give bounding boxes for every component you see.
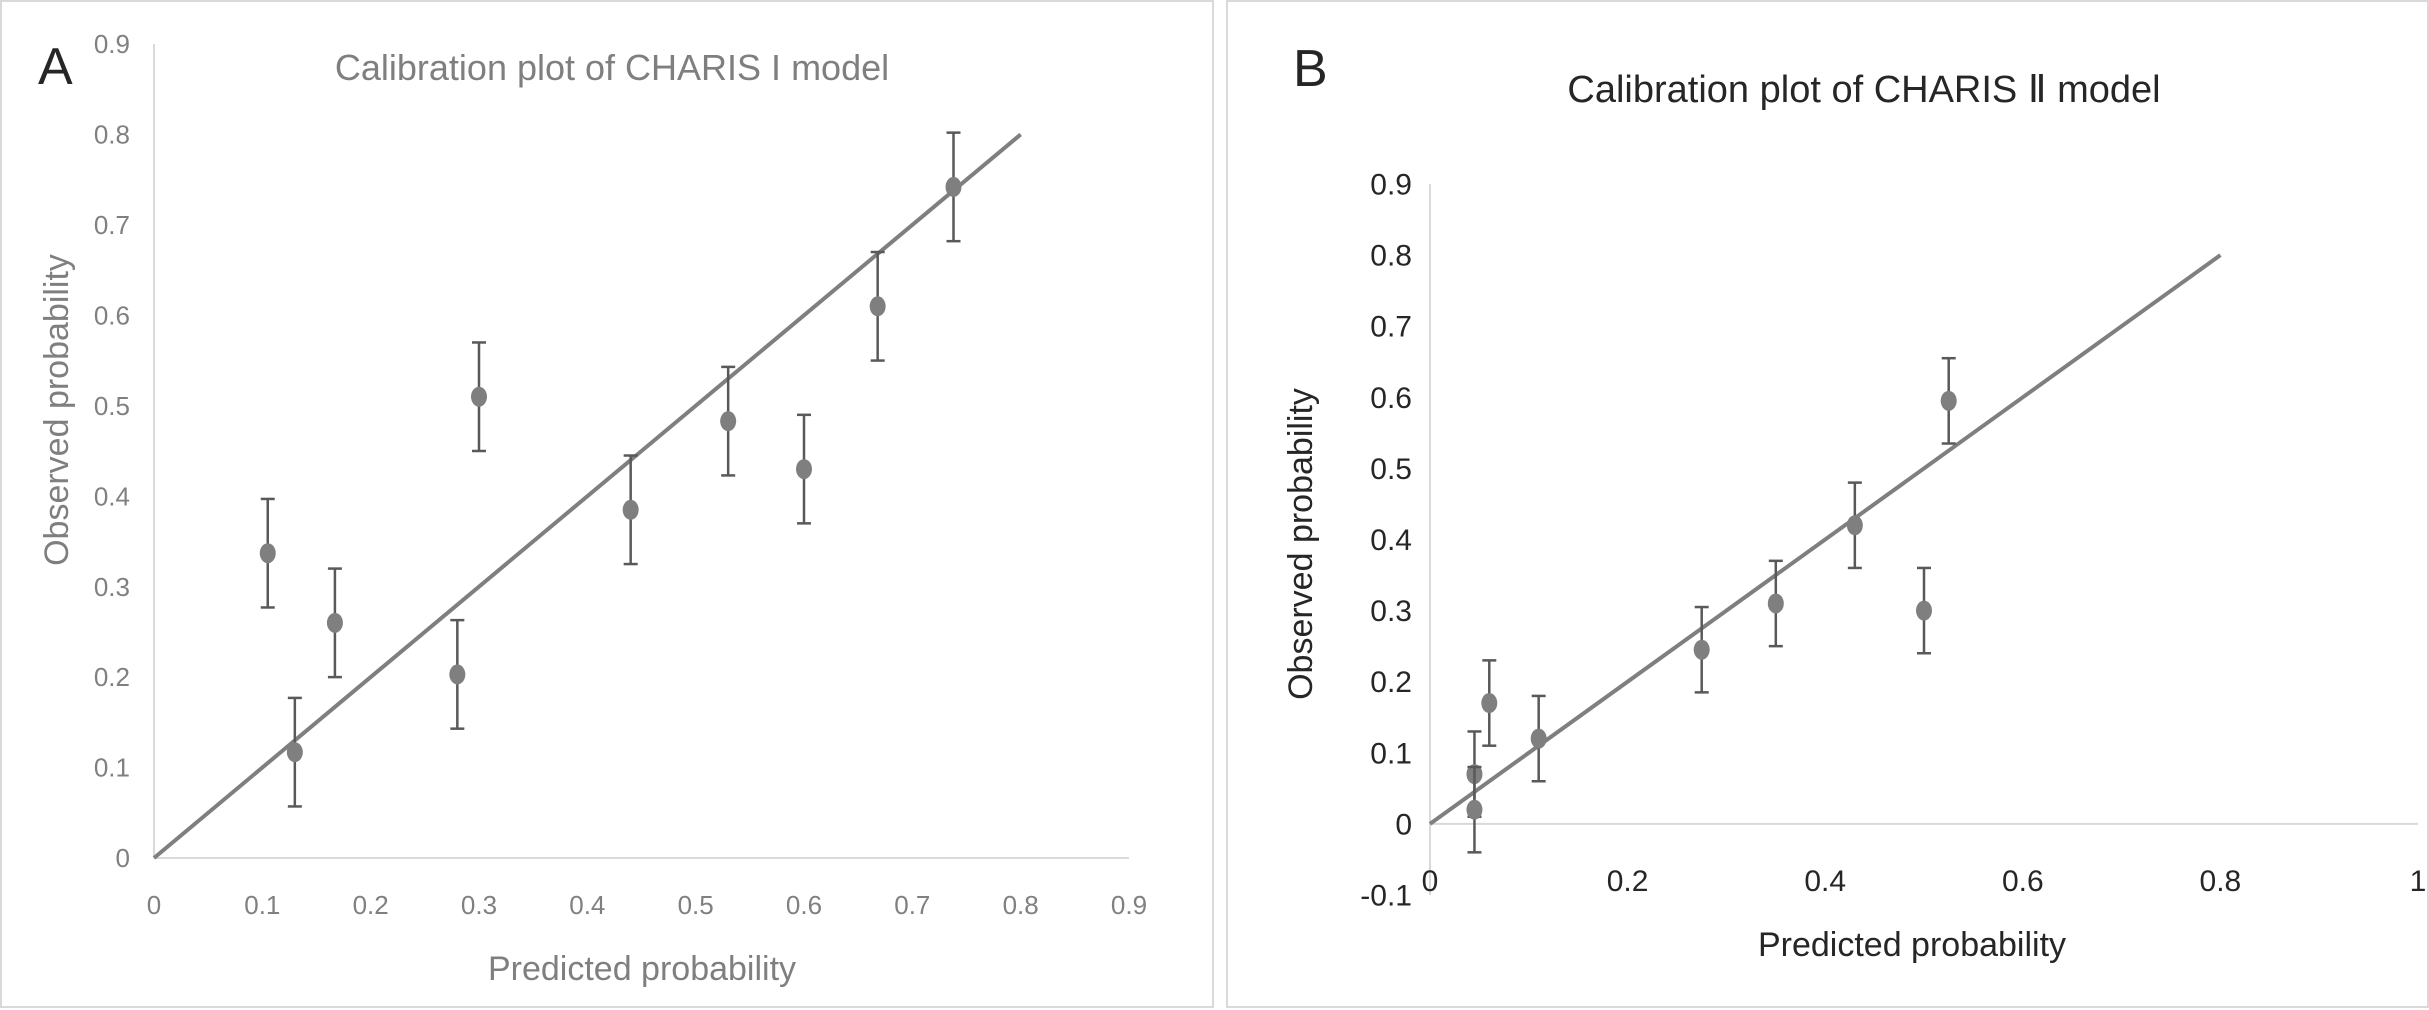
x-tick-label: 0.6 (2002, 865, 2044, 898)
data-point (449, 664, 466, 685)
y-tick-label: 0.1 (94, 753, 130, 783)
chart-title: Calibration plot of CHARIS Ⅱ model (1567, 69, 2160, 111)
data-point (286, 742, 303, 763)
x-tick-label: 0.9 (1111, 890, 1147, 920)
data-point (1940, 390, 1957, 411)
x-axis-label: Predicted probability (1758, 926, 2066, 964)
y-tick-label: 0.7 (1370, 311, 1412, 344)
plot-area: 0 0.2 0.4 0.6 0.8 1 -0.1 0 0.1 0.2 0.3 0.4 0.5 0.6 0.7… (1360, 169, 2426, 913)
x-tick-label: 0.4 (1804, 865, 1846, 898)
x-tick-label: 0.8 (2200, 865, 2242, 898)
y-tick-label: 0.1 (1370, 737, 1412, 770)
data-point (869, 296, 886, 317)
x-tick-label: 0.8 (1003, 890, 1039, 920)
data-point (326, 612, 343, 633)
y-tick-label: 0 (1395, 808, 1412, 841)
calibration-panel-b: B Calibration plot of CHARIS Ⅱ model Pre… (1226, 0, 2429, 1008)
y-tick-label: 0.4 (1370, 524, 1412, 557)
calibration-panel-a: A Calibration plot of CHARIS I model Pre… (0, 0, 1214, 1008)
calibration-chart-a: A Calibration plot of CHARIS I model Pre… (38, 29, 1147, 988)
data-point (1846, 515, 1863, 536)
y-axis-label: Observed probability (38, 254, 76, 566)
y-tick-label: 0.5 (1370, 453, 1412, 486)
y-tick-label: 0.6 (1370, 382, 1412, 415)
y-tick-label: 0 (116, 843, 130, 873)
y-tick-label: 0.3 (94, 572, 130, 602)
data-point (1693, 639, 1710, 660)
panel-label: B (1293, 40, 1328, 98)
x-tick-label: 0 (1422, 865, 1439, 898)
data-point (1481, 693, 1498, 714)
plot-area: 0 0.1 0.2 0.3 0.4 0.5 0.6 0.7 0.8 0.9 0 0.1 0.2 0.3 0.… (94, 29, 1147, 920)
x-tick-label: 1 (2410, 865, 2427, 898)
chart-title: Calibration plot of CHARIS I model (335, 47, 889, 88)
data-point (259, 543, 276, 564)
x-tick-label: 0.7 (894, 890, 930, 920)
x-tick-label: 0.2 (1607, 865, 1649, 898)
x-axis-label: Predicted probability (488, 950, 796, 988)
data-point (1530, 728, 1547, 749)
x-tick-label: 0.2 (353, 890, 389, 920)
data-point (1916, 600, 1932, 621)
calibration-chart-b: B Calibration plot of CHARIS Ⅱ model Pre… (1282, 40, 2426, 964)
x-tick-label: 0.5 (678, 890, 714, 920)
x-tick-label: 0.4 (569, 890, 605, 920)
data-point (622, 499, 639, 520)
x-tick-label: 0.1 (244, 890, 280, 920)
data-point (720, 411, 737, 432)
data-point (1466, 799, 1483, 820)
y-axis-label: Observed probability (1282, 388, 1320, 700)
data-point (1767, 593, 1784, 614)
y-tick-label: 0.8 (94, 120, 130, 150)
y-tick-label: -0.1 (1360, 880, 1412, 913)
panel-label: A (38, 38, 73, 96)
y-tick-label: 0.7 (94, 210, 130, 240)
y-tick-label: 0.8 (1370, 240, 1412, 273)
x-tick-label: 0.3 (461, 890, 497, 920)
x-tick-label: 0.6 (786, 890, 822, 920)
y-tick-label: 0.4 (94, 481, 130, 511)
reference-line (152, 132, 1022, 860)
y-tick-label: 0.9 (94, 29, 130, 59)
x-tick-label: 0 (147, 890, 161, 920)
y-tick-label: 0.9 (1370, 169, 1412, 202)
y-tick-label: 0.3 (1370, 595, 1412, 628)
y-tick-label: 0.2 (1370, 666, 1412, 699)
y-tick-label: 0.2 (94, 662, 130, 692)
data-point (945, 176, 962, 197)
data-point (796, 459, 812, 480)
y-tick-label: 0.5 (94, 391, 130, 421)
data-point (471, 386, 487, 407)
y-tick-label: 0.6 (94, 300, 130, 330)
reference-line (1428, 253, 2222, 826)
